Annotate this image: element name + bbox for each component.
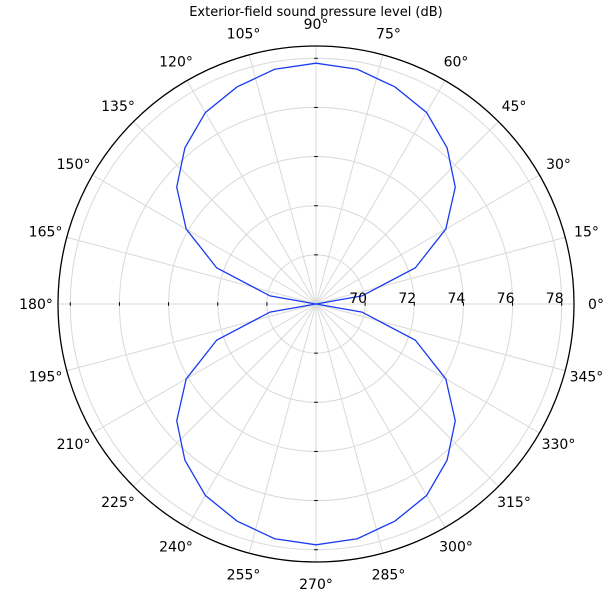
angle-label-195: 195° [29,369,63,385]
angle-label-45: 45° [502,99,527,115]
series-layer [176,62,456,546]
radial-ticks [69,57,563,551]
angle-label-180: 180° [19,297,53,313]
radial-label-70: 70 [349,291,367,307]
chart-title: Exterior-field sound pressure level (dB) [189,5,443,20]
grid-spoke-330 [315,303,540,434]
grid-spoke-300 [315,303,446,528]
grid-spoke-135 [133,121,317,305]
angle-label-300: 300° [439,539,473,555]
angle-label-15: 15° [574,225,599,241]
angle-label-255: 255° [227,567,261,583]
angle-label-345: 345° [570,369,604,385]
angle-label-330: 330° [542,437,576,453]
angle-label-0: 0° [588,297,604,313]
angle-label-30: 30° [546,157,571,173]
grid-spoke-210 [92,303,317,434]
angle-label-90: 90° [304,17,329,33]
grid-spoke-15 [315,236,566,305]
angle-label-150: 150° [57,157,91,173]
grid-spoke-45 [315,121,499,305]
grid-spoke-30 [315,174,540,305]
angle-label-210: 210° [57,437,91,453]
angle-label-75: 75° [376,27,401,43]
angle-label-270: 270° [299,577,333,593]
angle-label-315: 315° [497,495,531,511]
tick-labels: 0° 15° 30° 45° 60° 75° 90° 105° 120° 135° 150° 165°… [19,17,604,593]
grid-spoke-120 [186,80,317,305]
radial-label-78: 78 [546,291,564,307]
radial-label-74: 74 [448,291,466,307]
angle-label-285: 285° [372,567,406,583]
angle-label-120: 120° [159,55,193,71]
angle-label-60: 60° [444,55,469,71]
grid-spoke-75 [315,54,384,305]
grid-spoke-255 [248,303,317,554]
grid-spoke-345 [315,303,566,372]
angle-label-165: 165° [29,225,63,241]
radial-label-76: 76 [497,291,515,307]
radial-label-72: 72 [398,291,416,307]
angle-label-240: 240° [159,539,193,555]
grid-spoke-60 [315,80,446,305]
series-line-0 [176,62,456,546]
grid-spoke-285 [315,303,384,554]
grid-spoke-315 [315,303,499,487]
grid-spoke-150 [92,174,317,305]
polar-frame [57,45,575,563]
angle-label-105: 105° [227,27,261,43]
grid-spoke-105 [248,54,317,305]
grid-spoke-195 [66,303,317,372]
angle-label-225: 225° [101,495,135,511]
grid-spoke-165 [66,236,317,305]
angle-label-135: 135° [101,99,135,115]
grid-spoke-240 [186,303,317,528]
grid-spoke-225 [133,303,317,487]
outer-frame [57,45,575,563]
